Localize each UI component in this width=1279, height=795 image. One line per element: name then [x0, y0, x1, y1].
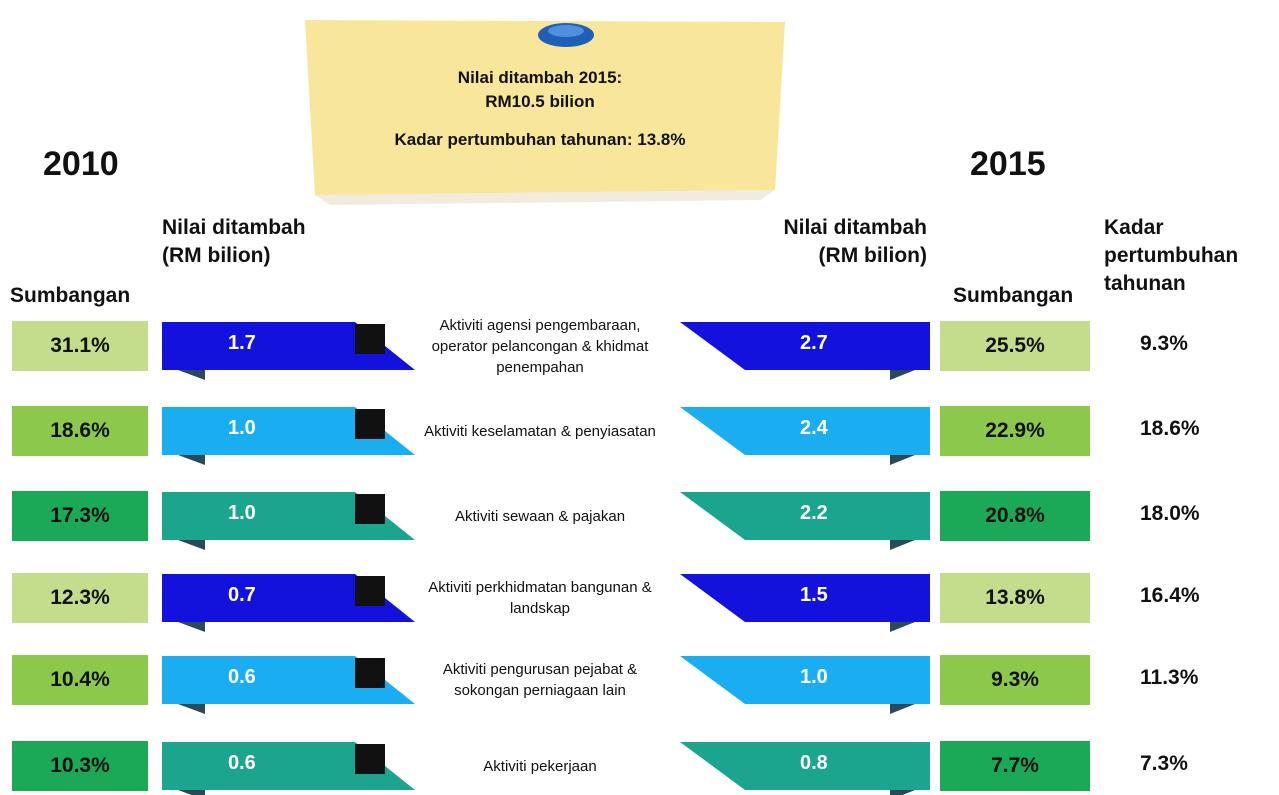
- left-bar: [162, 492, 415, 540]
- left-bar: [162, 407, 415, 455]
- share-2015: 25.5%: [940, 321, 1090, 371]
- header: Sumbangan: [10, 284, 131, 307]
- note-shadow: [315, 190, 775, 205]
- left-fold: [178, 455, 205, 465]
- header: Nilai ditambah (RM bilion): [162, 216, 306, 267]
- value-2010: 0.7: [228, 584, 256, 606]
- left-fold: [178, 790, 205, 795]
- value-2015: 2.2: [800, 502, 828, 524]
- share-2015: 13.8%: [940, 573, 1090, 623]
- share-2015: 7.7%: [940, 741, 1090, 791]
- value-2010: 0.6: [228, 666, 256, 688]
- right-bar: [680, 322, 930, 370]
- activity: Aktiviti keselamatan & penyiasatan: [424, 422, 656, 440]
- left-bar: [162, 656, 415, 704]
- value-2010: 1.0: [228, 502, 256, 524]
- right-bar: [680, 574, 930, 622]
- header: Sumbangan: [953, 284, 1074, 307]
- right-fold: [890, 455, 915, 465]
- share-2010: 31.1%: [12, 321, 148, 371]
- right-fold: [890, 540, 915, 550]
- left-bar: [162, 574, 415, 622]
- icon: [355, 409, 385, 439]
- value-2015: 1.0: [800, 666, 828, 688]
- share-2015: 22.9%: [940, 406, 1090, 456]
- right-fold: [890, 370, 915, 380]
- note-line: RM10.5 bilion: [485, 92, 595, 111]
- activity: Aktiviti sewaan & pajakan: [454, 507, 626, 525]
- activity: Aktiviti pekerjaan: [483, 757, 597, 775]
- icon: [355, 494, 385, 524]
- right-fold: [890, 790, 915, 795]
- right-fold: [890, 704, 915, 714]
- icon: [355, 576, 385, 606]
- activity: Aktiviti agensi pengembaraan, operator p…: [431, 316, 649, 376]
- value-2015: 1.5: [800, 584, 828, 606]
- value-2015: 0.8: [800, 752, 828, 774]
- value-2010: 1.0: [228, 417, 256, 439]
- share-2010: 17.3%: [12, 491, 148, 541]
- right-bar: [680, 407, 930, 455]
- growth: 16.4%: [1140, 584, 1200, 607]
- left-bar: [162, 322, 415, 370]
- growth: 18.6%: [1140, 417, 1200, 440]
- growth: 11.3%: [1140, 666, 1199, 689]
- left-fold: [178, 622, 205, 632]
- growth: 7.3%: [1140, 752, 1188, 775]
- icon: [355, 324, 385, 354]
- share-2010: 12.3%: [12, 573, 148, 623]
- growth: 9.3%: [1140, 332, 1188, 355]
- left-bar: [162, 742, 415, 790]
- icon: [355, 744, 385, 774]
- note-text: Nilai ditambah 2015: RM10.5 bilion Kadar…: [380, 66, 700, 152]
- left-fold: [178, 370, 205, 380]
- right-bar: [680, 656, 930, 704]
- note-line: Kadar pertumbuhan tahunan: 13.8%: [394, 130, 686, 149]
- share-2010: 18.6%: [12, 406, 148, 456]
- year-left: 2010: [43, 145, 119, 183]
- value-2010: 0.6: [228, 752, 256, 774]
- icon: [355, 658, 385, 688]
- left-fold: [178, 540, 205, 550]
- value-2010: 1.7: [228, 332, 256, 354]
- right-fold: [890, 622, 915, 632]
- growth: 18.0%: [1140, 502, 1200, 525]
- right-bar: [680, 742, 930, 790]
- year-right: 2015: [970, 145, 1046, 183]
- pin-top: [548, 25, 584, 37]
- note-line: Nilai ditambah 2015:: [457, 68, 623, 87]
- value-2015: 2.4: [800, 417, 828, 439]
- share-2015: 20.8%: [940, 491, 1090, 541]
- share-2010: 10.4%: [12, 655, 148, 705]
- share-2010: 10.3%: [12, 741, 148, 791]
- left-fold: [178, 704, 205, 714]
- header: Nilai ditambah (RM bilion): [783, 216, 927, 267]
- right-bar: [680, 492, 930, 540]
- value-2015: 2.7: [800, 332, 828, 354]
- sticky-note: [305, 20, 785, 195]
- share-2015: 9.3%: [940, 655, 1090, 705]
- header: Kadar pertumbuhan tahunan: [1104, 216, 1239, 295]
- activity: Aktiviti perkhidmatan bangunan & landska…: [428, 579, 652, 617]
- activity: Aktiviti pengurusan pejabat & sokongan p…: [442, 661, 638, 699]
